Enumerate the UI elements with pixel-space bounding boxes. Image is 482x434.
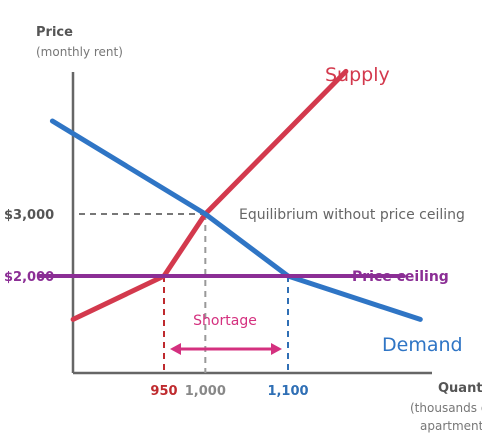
chart-labels: $3,000 $2,000 950 1,000 1,100 Supply Demand Pri… [4,64,465,399]
shortage-arrow-right-head [271,343,282,355]
x-tick-label: 1,100 [267,384,308,399]
guide-lines [79,213,289,373]
x-axis-subtitle-2: apartments) [420,419,482,433]
y-axis-subtitle: (monthly rent) [36,45,123,59]
y-axis-title: Price [36,25,73,40]
x-axis-title: Quantity [438,381,482,396]
x-axis-subtitle-1: (thousands of [410,401,482,415]
demand-line [49,118,423,322]
y-tick-label: $2,000 [4,270,54,285]
equilibrium-label: Equilibrium without price ceiling [239,207,465,223]
supply-line [70,68,349,322]
y-tick-label: $3,000 [4,208,54,223]
shortage-arrow-left-head [170,343,181,355]
supply-label: Supply [325,64,390,86]
series-lines [38,68,423,355]
price-ceiling-label: Price ceiling [352,269,449,285]
x-tick-label: 950 [150,384,177,399]
x-tick-label: 1,000 [185,384,226,399]
demand-label: Demand [382,334,463,356]
shortage-label: Shortage [193,313,257,329]
